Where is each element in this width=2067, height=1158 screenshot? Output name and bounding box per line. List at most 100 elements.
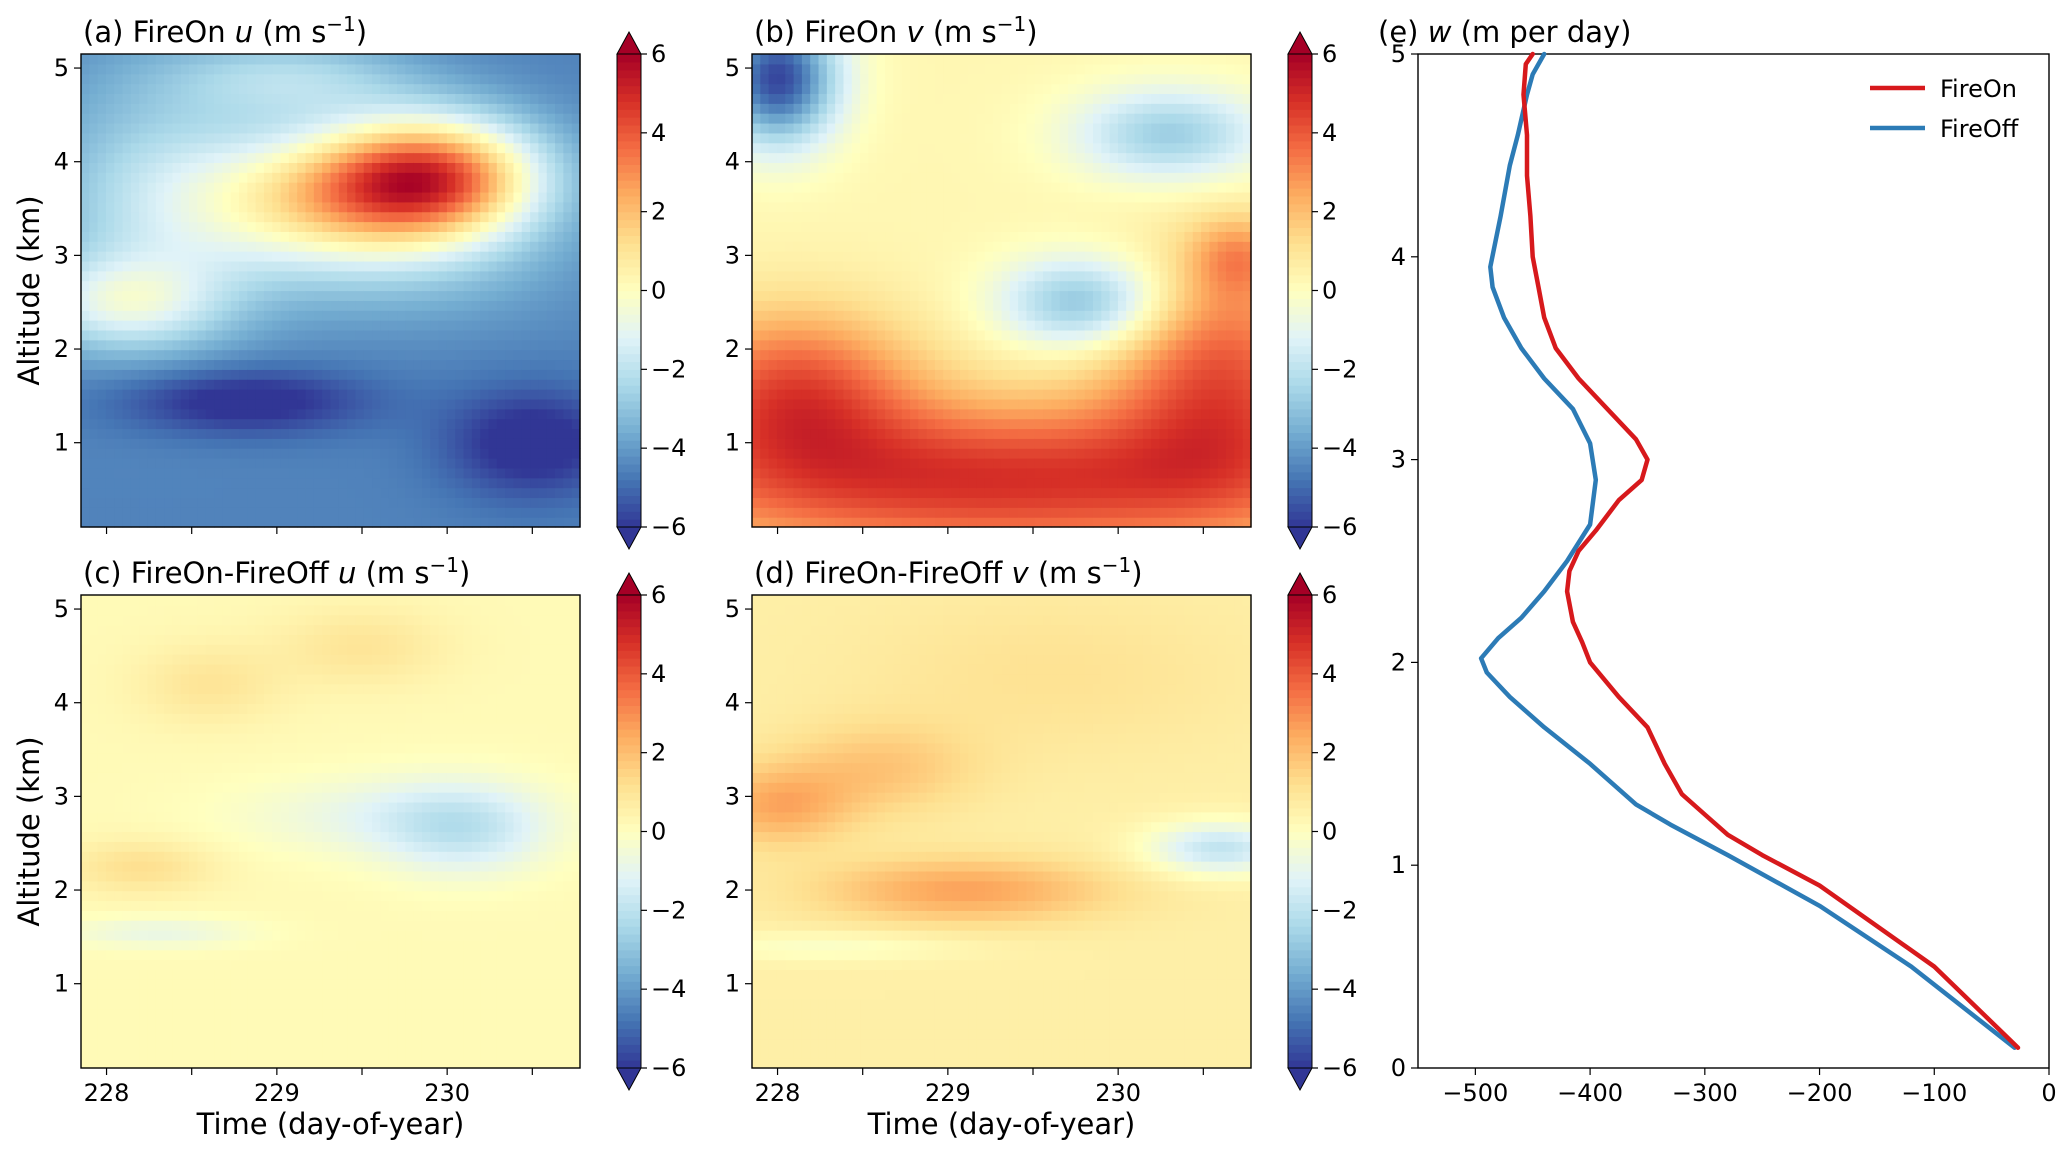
heatmap-cell bbox=[776, 339, 786, 351]
heatmap-cell bbox=[139, 162, 149, 173]
heatmap-cell bbox=[1068, 63, 1077, 75]
heatmap-cell bbox=[347, 290, 357, 301]
heatmap-cell bbox=[901, 122, 911, 134]
heatmap-cell bbox=[1076, 369, 1086, 380]
heatmap-cell bbox=[910, 251, 919, 262]
heatmap-cell bbox=[147, 369, 157, 380]
heatmap-cell bbox=[214, 152, 223, 163]
heatmap-cell bbox=[801, 369, 811, 380]
heatmap-cell bbox=[801, 467, 811, 479]
heatmap-cell bbox=[993, 132, 1003, 144]
heatmap-cell bbox=[538, 379, 548, 390]
heatmap-cell bbox=[247, 329, 257, 341]
heatmap-cell bbox=[147, 172, 157, 183]
heatmap-cell bbox=[1084, 320, 1094, 331]
heatmap-cell bbox=[571, 320, 581, 331]
heatmap-cell bbox=[330, 467, 340, 479]
heatmap-cell bbox=[496, 73, 506, 85]
heatmap-cell bbox=[876, 122, 886, 134]
heatmap-cell bbox=[984, 251, 994, 262]
heatmap-cell bbox=[413, 103, 423, 114]
heatmap-cell bbox=[951, 379, 961, 390]
heatmap-cell bbox=[280, 428, 290, 439]
heatmap-cell bbox=[372, 172, 381, 183]
heatmap-cell bbox=[505, 231, 515, 242]
heatmap-cell bbox=[488, 300, 498, 311]
heatmap-cell bbox=[147, 93, 157, 104]
heatmap-cell bbox=[421, 132, 431, 144]
heatmap-cell bbox=[785, 241, 795, 252]
heatmap-cell bbox=[288, 320, 298, 331]
heatmap-cell bbox=[480, 280, 490, 292]
heatmap-cell bbox=[1043, 152, 1052, 163]
heatmap-cell bbox=[239, 211, 248, 223]
heatmap-cell bbox=[463, 191, 473, 203]
heatmap-cell bbox=[530, 349, 540, 361]
heatmap-cell bbox=[538, 418, 548, 430]
heatmap-cell bbox=[214, 467, 223, 479]
heatmap-cell bbox=[785, 300, 795, 311]
heatmap-cell bbox=[372, 132, 381, 144]
heatmap-cell bbox=[363, 359, 373, 370]
heatmap-cell bbox=[959, 221, 969, 232]
heatmap-cell bbox=[305, 290, 315, 301]
heatmap-cell bbox=[571, 132, 581, 144]
heatmap-cell bbox=[810, 182, 820, 193]
heatmap-cell bbox=[1059, 132, 1069, 144]
heatmap-cell bbox=[943, 83, 953, 95]
heatmap-cell bbox=[810, 83, 820, 95]
heatmap-cell bbox=[1026, 418, 1036, 430]
heatmap-cell bbox=[130, 152, 140, 163]
heatmap-cell bbox=[555, 73, 564, 85]
heatmap-cell bbox=[926, 398, 936, 410]
heatmap-cell bbox=[114, 300, 124, 311]
heatmap-cell bbox=[372, 359, 381, 370]
heatmap-cell bbox=[480, 517, 490, 528]
heatmap-cell bbox=[105, 122, 115, 134]
heatmap-cell bbox=[555, 152, 564, 163]
heatmap-cell bbox=[263, 467, 273, 479]
heatmap-cell bbox=[421, 152, 431, 163]
heatmap-cell bbox=[114, 428, 124, 439]
heatmap-cell bbox=[488, 241, 498, 252]
heatmap-cell bbox=[388, 359, 398, 370]
heatmap-cell bbox=[363, 63, 373, 75]
heatmap-cell bbox=[297, 379, 307, 390]
heatmap-cell bbox=[571, 487, 581, 499]
heatmap-cell bbox=[959, 359, 969, 370]
heatmap-cell bbox=[147, 458, 157, 469]
heatmap-cell bbox=[793, 191, 803, 203]
heatmap-cell bbox=[1001, 467, 1011, 479]
heatmap-cell bbox=[959, 152, 969, 163]
heatmap-cell bbox=[97, 83, 107, 95]
heatmap-cell bbox=[255, 280, 265, 292]
heatmap-cell bbox=[230, 172, 240, 183]
heatmap-cell bbox=[1051, 458, 1061, 469]
heatmap-cell bbox=[843, 73, 853, 85]
heatmap-cell bbox=[130, 172, 140, 183]
heatmap-cell bbox=[430, 270, 440, 282]
heatmap-cell bbox=[835, 132, 845, 144]
heatmap-cell bbox=[555, 428, 564, 439]
heatmap-cell bbox=[405, 142, 415, 154]
heatmap-cell bbox=[288, 507, 298, 518]
heatmap-cell bbox=[826, 467, 836, 479]
heatmap-cell bbox=[1034, 172, 1044, 183]
heatmap-cell bbox=[793, 103, 803, 114]
heatmap-cell bbox=[513, 132, 523, 144]
heatmap-cell bbox=[1026, 477, 1036, 489]
heatmap-cell bbox=[239, 438, 248, 449]
heatmap-cell bbox=[322, 507, 332, 518]
heatmap-cell bbox=[1084, 448, 1094, 459]
heatmap-cell bbox=[918, 54, 928, 65]
heatmap-cell bbox=[752, 241, 761, 252]
heatmap-cell bbox=[505, 142, 515, 154]
heatmap-cell bbox=[480, 507, 490, 518]
heatmap-cell bbox=[776, 438, 786, 449]
heatmap-cell bbox=[1051, 339, 1061, 351]
heatmap-cell bbox=[571, 122, 581, 134]
heatmap-cell bbox=[172, 172, 182, 183]
heatmap-cell bbox=[155, 339, 165, 351]
heatmap-cell bbox=[776, 73, 786, 85]
heatmap-cell bbox=[752, 349, 761, 361]
